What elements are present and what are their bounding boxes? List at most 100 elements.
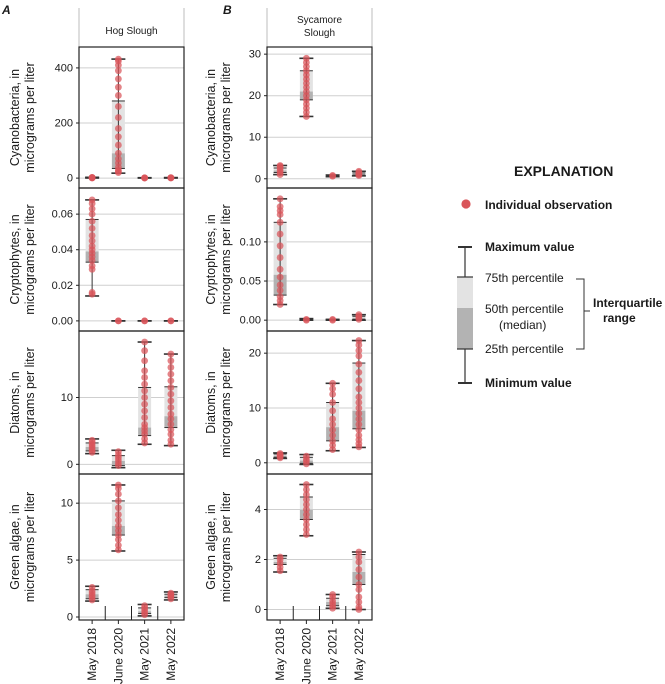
observation-point [302, 54, 310, 62]
box-may-2018 [273, 450, 288, 462]
observation-point [302, 491, 310, 498]
observation-point [141, 602, 149, 610]
box-may-2018 [273, 195, 288, 308]
legend-point-marker [461, 199, 471, 209]
observation-point [276, 293, 284, 301]
observation-point [355, 593, 363, 601]
observation-point [302, 501, 310, 508]
observation-point [114, 92, 122, 99]
observation-point [167, 384, 175, 391]
y-tick-label: 10 [249, 132, 261, 144]
observation-point [276, 265, 284, 273]
observation-point [355, 393, 363, 401]
y-tick-label: 10 [61, 498, 73, 510]
box-may-2021 [137, 602, 152, 619]
box-may-2018 [85, 584, 100, 604]
y-tick-label: 10 [249, 402, 261, 414]
observation-point [88, 262, 96, 270]
observation-point [276, 218, 284, 226]
observation-point [355, 421, 363, 428]
y-tick-label: 0.02 [52, 280, 73, 292]
box-may-2022 [163, 317, 178, 325]
observation-point [88, 232, 96, 239]
observation-point [167, 317, 175, 325]
y-axis-label: micrograms per liter [23, 347, 37, 457]
box-may-2018 [273, 162, 288, 179]
observation-point [302, 526, 310, 533]
observation-point [88, 584, 96, 591]
box-may-2018 [85, 174, 100, 182]
observation-point [141, 420, 149, 428]
observation-point [276, 273, 284, 281]
y-axis-label: Cyanobacteria, in [8, 69, 22, 166]
box-may-2021 [137, 338, 152, 447]
observation-point [329, 415, 337, 423]
y-axis-label: Diatoms, in [204, 371, 218, 434]
observation-point [114, 511, 122, 518]
x-category-label: June 2020 [299, 628, 313, 684]
legend-p50-label-line1: 50th percentile [485, 302, 564, 316]
observation-point [167, 364, 175, 371]
observation-point [355, 352, 363, 360]
legend-min-label: Minimum value [485, 376, 572, 390]
observation-point [88, 242, 96, 250]
y-axis-label: micrograms per liter [219, 62, 233, 172]
subplot-a-green-algae: 0 5 10 Green algae, in micrograms per liter [8, 473, 185, 624]
observation-point [141, 387, 149, 395]
y-tick-label: 0.00 [240, 315, 261, 327]
observation-point [88, 289, 96, 296]
observation-point [141, 380, 149, 388]
subplot-a-diatoms: 0 10 Diatoms, in micrograms per liter [8, 330, 185, 475]
observation-point [88, 174, 96, 181]
explanation-legend: EXPLANATION Individual observation Maxim… [457, 163, 663, 390]
observation-point [355, 573, 363, 581]
observation-point [302, 315, 310, 323]
legend-p75-label: 75th percentile [485, 271, 564, 285]
box-may-2021 [137, 174, 152, 182]
legend-point-label: Individual observation [485, 198, 612, 212]
iqr-bracket [576, 278, 585, 350]
observation-point [141, 174, 149, 182]
observation-point [276, 287, 284, 294]
legend-max-label: Maximum value [485, 240, 575, 254]
x-category-label: May 2018 [85, 628, 99, 681]
observation-point [302, 506, 310, 513]
observation-point [355, 404, 363, 412]
subplot-b-cyanobacteria: 0 10 20 30 Cyanobacteria, in micrograms per l… [204, 46, 373, 189]
observation-point [114, 522, 122, 530]
y-axis-label: Diatoms, in [8, 371, 22, 434]
observation-point [167, 415, 175, 423]
box-june-2020 [299, 315, 314, 324]
observation-point [355, 311, 363, 319]
box-june-2020 [111, 55, 126, 177]
box-june-2020 [299, 481, 314, 538]
observation-point [88, 217, 96, 225]
observation-point [114, 125, 122, 132]
subplot-a-cryptophytes: 0.00 0.02 0.04 0.06 Cryptophytes, in microgra… [8, 187, 185, 332]
observation-point [114, 155, 122, 163]
observation-point [276, 195, 284, 203]
observation-point [329, 172, 337, 179]
observation-point [355, 558, 363, 566]
observation-point [167, 436, 175, 444]
observation-point [88, 224, 96, 232]
box-may-2022 [163, 589, 178, 603]
legend-p25-label: 25th percentile [485, 342, 564, 356]
observation-point [141, 317, 149, 325]
x-category-label: May 2022 [164, 628, 178, 681]
x-category-label: May 2021 [326, 628, 340, 681]
observation-point [167, 589, 175, 597]
observation-point [114, 114, 122, 121]
observation-point [276, 281, 284, 289]
y-axis-label: Cyanobacteria, in [204, 69, 218, 166]
observation-point [114, 481, 122, 489]
observation-point [329, 431, 337, 439]
observation-point [329, 591, 337, 598]
observation-point [355, 167, 363, 175]
subplot-b-green-algae: 0 2 4 Green algae, in micrograms per liter [204, 473, 373, 621]
observation-point [355, 337, 363, 344]
box-may-2022 [163, 350, 178, 448]
observation-point [355, 360, 363, 368]
observation-point [329, 421, 337, 428]
observation-point [355, 385, 363, 393]
